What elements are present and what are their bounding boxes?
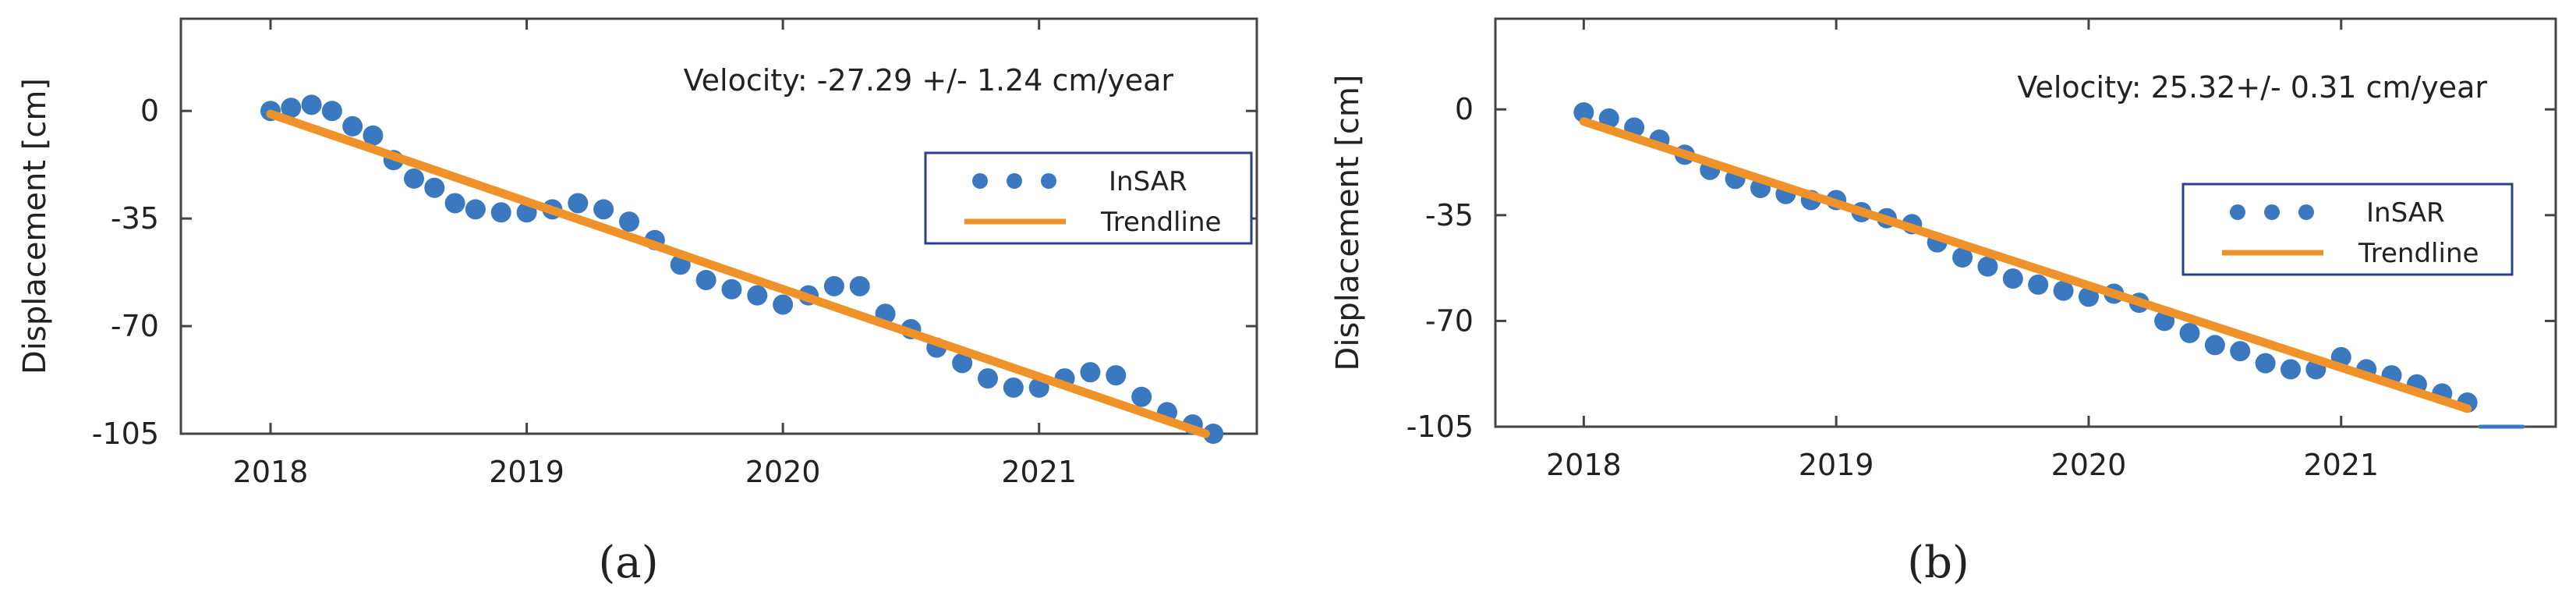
- insar-point: [823, 275, 844, 296]
- insar-point: [695, 269, 717, 290]
- chart-panel-b: 0 -35 -70 -105 2018 2019 2020 2021 Displacement …: [1330, 17, 2557, 588]
- insar-point: [363, 125, 384, 146]
- insar-point: [281, 98, 302, 119]
- legend-insar-marker: [972, 173, 988, 189]
- chart-panel-a: 0 -35 -70 -105 2018 2019 2020 2021 Displacement …: [17, 17, 1258, 588]
- insar-point: [2204, 335, 2225, 356]
- insar-point: [2230, 341, 2251, 362]
- y-tick-label: -35: [111, 201, 159, 236]
- x-tick-label: 2020: [745, 455, 821, 489]
- legend-insar-marker: [1041, 173, 1056, 189]
- panel-caption: (b): [1907, 537, 1969, 588]
- legend-label-insar: InSAR: [1109, 166, 1187, 197]
- x-tick-label: 2018: [233, 455, 309, 489]
- y-tick-label: -70: [111, 309, 159, 343]
- legend-insar-marker: [2298, 204, 2314, 220]
- insar-point: [1203, 424, 1224, 444]
- legend-label-trendline: Trendline: [2358, 238, 2479, 269]
- x-tick-label: 2019: [1799, 448, 1874, 482]
- trendline: [266, 109, 1210, 438]
- insar-point: [2053, 280, 2074, 301]
- insar-point: [1952, 247, 1973, 268]
- legend-label-insar: InSAR: [2366, 197, 2445, 229]
- insar-point: [424, 177, 445, 198]
- insar-point: [321, 101, 342, 122]
- legend-label-trendline: Trendline: [1100, 207, 1221, 238]
- plot-frame: [179, 17, 1258, 435]
- y-tick-label: -70: [1425, 303, 1474, 338]
- insar-point: [773, 294, 794, 315]
- insar-point: [2255, 353, 2276, 374]
- insar-point: [1080, 362, 1101, 383]
- plot-frame: [1494, 17, 2557, 428]
- insar-point: [490, 202, 511, 223]
- x-tick-label: 2021: [1001, 455, 1077, 489]
- insar-point: [444, 193, 465, 214]
- insar-point: [1977, 256, 1998, 277]
- x-tick-label: 2018: [1546, 448, 1622, 482]
- insar-point: [1131, 386, 1152, 407]
- insar-point: [952, 353, 973, 374]
- insar-point: [2281, 359, 2301, 380]
- insar-point: [2179, 322, 2200, 343]
- y-axis-title: Displacement [cm]: [17, 78, 53, 374]
- insar-point: [849, 275, 870, 296]
- y-tick-label: 0: [1455, 92, 1474, 126]
- legend-insar-marker: [2230, 204, 2245, 220]
- insar-point: [1106, 365, 1127, 386]
- insar-point: [301, 94, 322, 115]
- insar-point: [619, 211, 639, 232]
- insar-point: [1003, 377, 1024, 398]
- insar-point: [747, 285, 768, 306]
- velocity-annotation: Velocity: -27.29 +/- 1.24 cm/year: [684, 63, 1174, 98]
- insar-point: [2002, 268, 2023, 289]
- y-tick-label: 0: [140, 94, 159, 128]
- x-tick-label: 2021: [2303, 448, 2379, 482]
- insar-point: [978, 368, 998, 389]
- legend-insar-marker: [1007, 173, 1022, 189]
- x-tick-label: 2020: [2051, 448, 2127, 482]
- y-tick-label: -105: [92, 417, 159, 451]
- legend-box: [2181, 183, 2514, 276]
- insar-point: [721, 278, 742, 300]
- insar-point: [465, 199, 486, 220]
- x-tick-label: 2019: [489, 455, 564, 489]
- y-axis-title: Displacement [cm]: [1330, 75, 1366, 371]
- panel-caption: (a): [598, 537, 658, 588]
- legend-box: [924, 151, 1253, 245]
- y-tick-label: -35: [1425, 198, 1474, 232]
- insar-point: [342, 115, 363, 137]
- insar-point: [1573, 102, 1594, 123]
- velocity-annotation: Velocity: 25.32+/- 0.31 cm/year: [2017, 70, 2487, 105]
- trendline: [1579, 117, 2472, 413]
- insar-point: [2028, 274, 2049, 295]
- insar-point: [593, 199, 614, 220]
- insar-point: [568, 193, 589, 214]
- insar-point: [404, 168, 424, 189]
- y-tick-label: -105: [1407, 410, 1474, 444]
- legend-insar-marker: [2264, 204, 2280, 220]
